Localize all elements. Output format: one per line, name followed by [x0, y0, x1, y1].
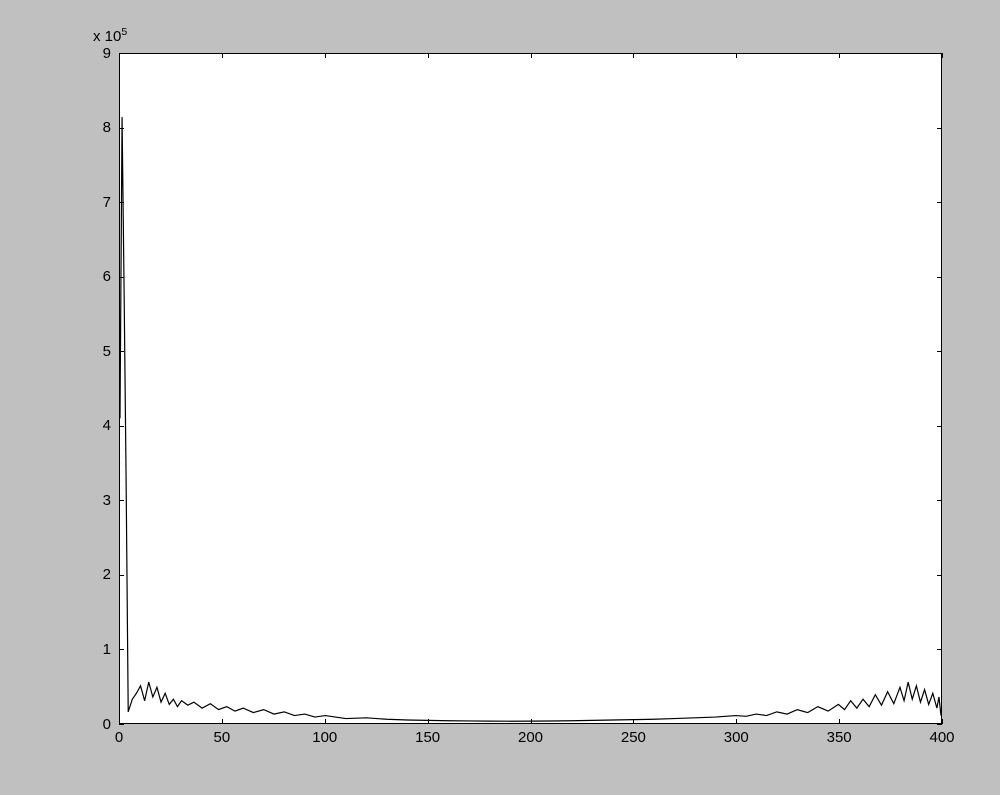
ytick-mark-right — [937, 649, 942, 650]
ytick-label: 1 — [103, 642, 111, 657]
ytick-mark-right — [937, 426, 942, 427]
ytick-mark-right — [937, 128, 942, 129]
ytick-label: 9 — [103, 46, 111, 61]
xtick-label: 300 — [716, 730, 756, 745]
ytick-mark-right — [937, 575, 942, 576]
xtick-mark-bottom — [325, 719, 326, 724]
exponent-prefix: x 10 — [93, 28, 121, 45]
ytick-mark-right — [937, 277, 942, 278]
xtick-mark-bottom — [531, 719, 532, 724]
xtick-label: 400 — [922, 730, 962, 745]
plot-axes — [119, 53, 942, 724]
ytick-mark-left — [119, 351, 124, 352]
xtick-label: 350 — [819, 730, 859, 745]
ytick-mark-left — [119, 426, 124, 427]
ytick-label: 6 — [103, 269, 111, 284]
xtick-mark-bottom — [222, 719, 223, 724]
ytick-label: 3 — [103, 493, 111, 508]
figure-canvas: x 105 0123456789050100150200250300350400 — [0, 0, 1000, 795]
exponent-value: 5 — [121, 26, 127, 38]
xtick-label: 0 — [99, 730, 139, 745]
ytick-mark-right — [937, 202, 942, 203]
xtick-mark-bottom — [633, 719, 634, 724]
xtick-mark-bottom — [428, 719, 429, 724]
y-axis-exponent-label: x 105 — [93, 27, 127, 44]
xtick-label: 150 — [408, 730, 448, 745]
ytick-mark-left — [119, 649, 124, 650]
xtick-mark-bottom — [736, 719, 737, 724]
ytick-mark-left — [119, 575, 124, 576]
xtick-label: 250 — [613, 730, 653, 745]
xtick-label: 100 — [305, 730, 345, 745]
ytick-mark-right — [937, 351, 942, 352]
ytick-mark-right — [937, 724, 942, 725]
xtick-mark-top — [222, 53, 223, 58]
xtick-mark-bottom — [839, 719, 840, 724]
xtick-mark-bottom — [942, 719, 943, 724]
xtick-mark-top — [633, 53, 634, 58]
ytick-mark-left — [119, 500, 124, 501]
data-series-line — [120, 54, 941, 723]
xtick-mark-top — [839, 53, 840, 58]
xtick-label: 200 — [511, 730, 551, 745]
ytick-mark-right — [937, 500, 942, 501]
xtick-mark-top — [325, 53, 326, 58]
ytick-mark-left — [119, 202, 124, 203]
xtick-mark-top — [531, 53, 532, 58]
xtick-mark-top — [428, 53, 429, 58]
ytick-label: 2 — [103, 567, 111, 582]
xtick-mark-top — [119, 53, 120, 58]
ytick-label: 5 — [103, 344, 111, 359]
xtick-mark-top — [942, 53, 943, 58]
ytick-mark-left — [119, 277, 124, 278]
ytick-label: 4 — [103, 418, 111, 433]
ytick-label: 8 — [103, 120, 111, 135]
xtick-mark-top — [736, 53, 737, 58]
xtick-label: 50 — [202, 730, 242, 745]
ytick-mark-left — [119, 128, 124, 129]
xtick-mark-bottom — [119, 719, 120, 724]
ytick-mark-left — [119, 724, 124, 725]
ytick-label: 7 — [103, 195, 111, 210]
